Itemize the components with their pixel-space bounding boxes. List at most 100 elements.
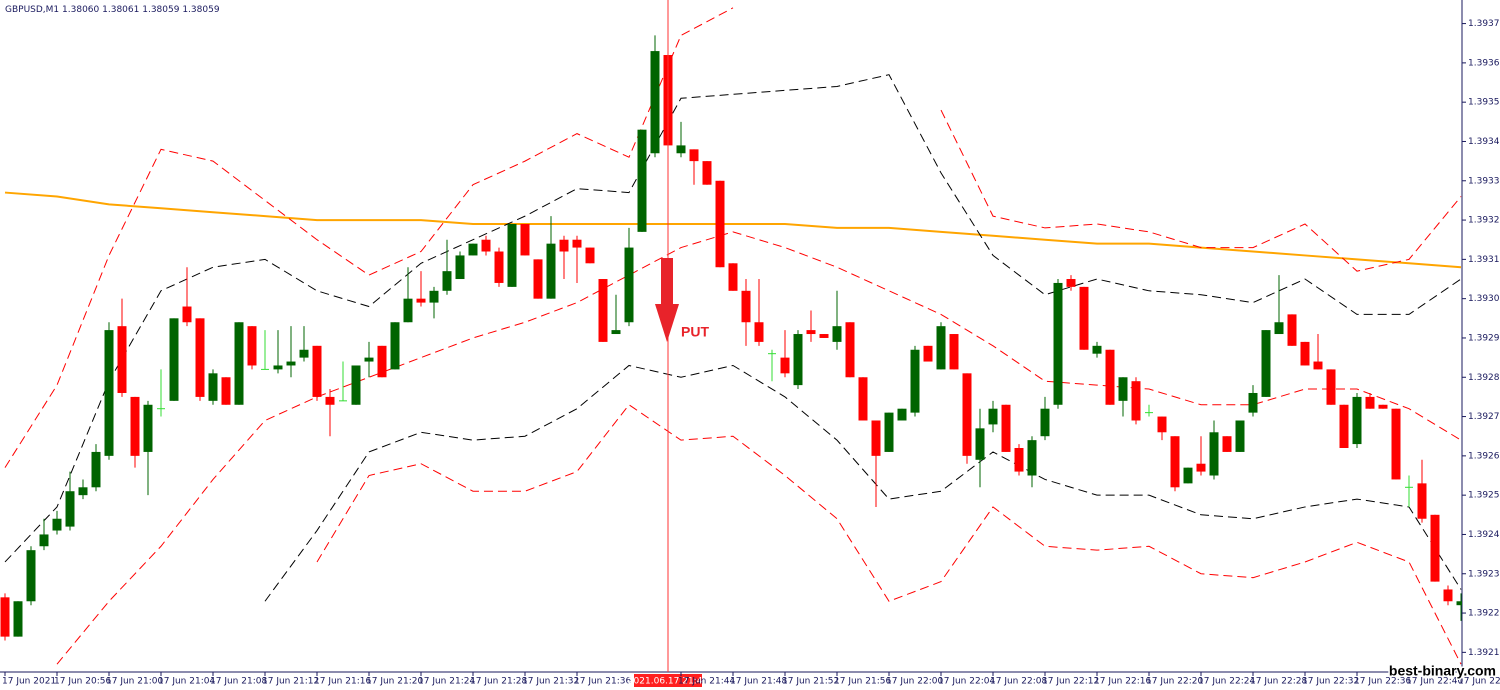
x-tick-label: 17 Jun 21:36 — [574, 677, 631, 687]
quote: 1.38059 — [142, 5, 179, 15]
candle-body — [1417, 483, 1427, 519]
candle-body — [923, 345, 933, 362]
candle-body — [546, 243, 556, 299]
y-tick-label: 1.39265 — [1468, 451, 1500, 461]
candle-body — [1183, 467, 1193, 484]
x-tick-label: 17 Jun 22:36 — [1354, 677, 1411, 687]
candle-body — [1040, 408, 1050, 437]
candle-body — [221, 377, 231, 405]
x-tick-label: 17 Jun 21:12 — [262, 677, 319, 687]
candle-body — [273, 365, 283, 370]
candle-body — [325, 396, 335, 405]
y-tick-label: 1.39365 — [1468, 58, 1500, 68]
x-tick-label: 17 Jun 21:56 — [834, 677, 891, 687]
crosshair-label-box — [634, 674, 702, 687]
candle-body — [1066, 279, 1076, 287]
candle-body — [1235, 420, 1245, 452]
candle-body — [715, 180, 725, 268]
x-tick-label: 17 Jun 22:12 — [1042, 677, 1099, 687]
candle-body — [845, 322, 855, 378]
candle-body — [312, 345, 322, 397]
candle-body — [1339, 404, 1349, 448]
candle-body — [1274, 322, 1284, 335]
candle-body — [1430, 514, 1440, 582]
candle-body — [117, 326, 127, 393]
candle-body — [819, 334, 829, 338]
candle-body — [468, 243, 478, 256]
candle-body — [104, 330, 114, 456]
candle-body — [1313, 361, 1323, 370]
chart-header: GBPUSD,M1 1.38060 1.38061 1.38059 1.3805… — [5, 5, 220, 15]
candle-body — [442, 271, 452, 291]
y-tick-label: 1.39355 — [1468, 98, 1500, 108]
candle-body — [13, 601, 23, 637]
candle-body — [429, 290, 439, 303]
y-tick-label: 1.39225 — [1468, 609, 1500, 619]
candle-body — [1222, 436, 1232, 452]
y-tick-label: 1.39335 — [1468, 176, 1500, 186]
quote: 1.38061 — [102, 5, 139, 15]
candle-body — [1391, 408, 1401, 480]
candle-body — [143, 404, 153, 452]
candle-body — [1456, 601, 1462, 606]
candle-body — [286, 361, 296, 366]
candle-body — [1053, 282, 1063, 405]
candle-body — [1027, 440, 1037, 476]
candle-body — [299, 349, 309, 358]
x-tick-label: 17 Jun 22:4 — [1458, 677, 1500, 687]
candle-body — [182, 306, 192, 323]
quote: 1.38059 — [182, 5, 219, 15]
x-tick-label: 17 Jun 21:32 — [522, 677, 579, 687]
y-tick-label: 1.39285 — [1468, 373, 1500, 383]
y-tick-label: 1.39275 — [1468, 412, 1500, 422]
candle-body — [169, 318, 179, 401]
candle-body — [455, 255, 465, 280]
candle-body — [780, 357, 790, 374]
candle-body — [533, 259, 543, 299]
candle-body — [39, 534, 49, 547]
candle-body — [806, 330, 816, 335]
candle-body — [676, 145, 686, 154]
candle-body — [1261, 330, 1271, 397]
y-tick-label: 1.39295 — [1468, 333, 1500, 343]
candle-body — [130, 396, 140, 456]
candle-body — [936, 326, 946, 370]
arrow-shaft — [661, 258, 673, 306]
candle-body — [897, 408, 907, 421]
x-tick-label: 17 Jun 2021 — [2, 677, 56, 687]
candle-body — [0, 597, 10, 637]
x-tick-label: 17 Jun 22:16 — [1094, 677, 1151, 687]
indicator-line — [4, 7, 734, 468]
x-tick-label: 17 Jun 21:52 — [782, 677, 839, 687]
candle-body — [624, 247, 634, 323]
x-tick-label: 17 Jun 22:24 — [1198, 677, 1255, 687]
y-tick-label: 1.39325 — [1468, 216, 1500, 226]
candle-body — [832, 326, 842, 342]
quote: 1.38060 — [62, 5, 99, 15]
x-tick-label: 17 Jun 21:24 — [418, 677, 475, 687]
candle-body — [858, 377, 868, 421]
candle-body — [1209, 432, 1219, 476]
x-tick-label: 17 Jun 21:48 — [730, 677, 787, 687]
put-label: PUT — [681, 324, 709, 340]
x-tick-label: 17 Jun 22:32 — [1302, 677, 1359, 687]
candle-body — [1157, 416, 1167, 433]
candle-body — [637, 129, 647, 232]
candle-body — [208, 373, 218, 401]
candle-body — [689, 149, 699, 162]
candle-body — [1079, 286, 1089, 350]
x-tick-label: 17 Jun 21:16 — [314, 677, 371, 687]
candle-body — [481, 239, 491, 252]
x-tick-label: 17 Jun 21:00 — [106, 677, 163, 687]
candle-body — [884, 412, 894, 452]
candle-body — [52, 518, 62, 531]
candle-body — [1170, 436, 1180, 488]
x-tick-label: 17 Jun 22:40 — [1406, 677, 1463, 687]
y-tick-label: 1.39215 — [1468, 648, 1500, 658]
candle-body — [611, 330, 621, 335]
candle-body — [741, 290, 751, 323]
axes: 1.39375 1.39365 1.39355 1.39345 1.39335 1.393… — [2, 19, 1500, 687]
candle-body — [364, 357, 374, 362]
